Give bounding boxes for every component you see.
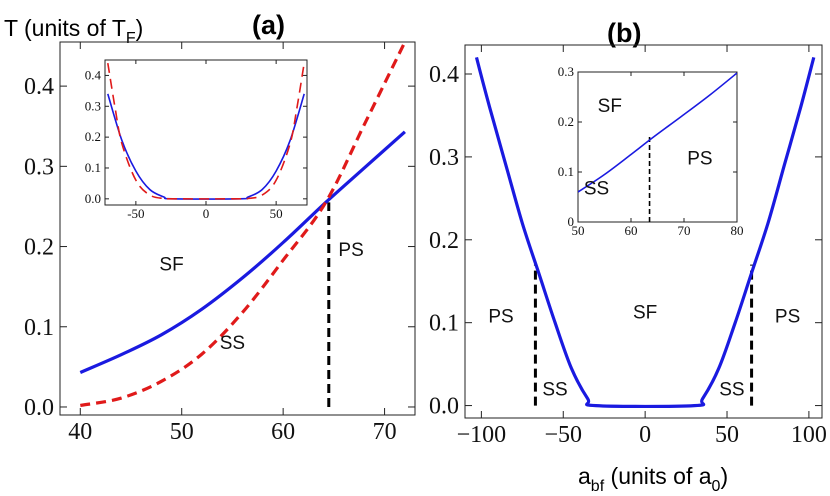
panel-a-title: (a) xyxy=(252,10,285,40)
x-axis-label-sub: bf xyxy=(591,478,605,495)
panel-a-ytick-label: 0.0 xyxy=(24,395,54,421)
panel-a: 40 50 60 70 0.0 0.1 0.2 0.3 0.4 SF SS PS -50 0 50 0.0 0.… xyxy=(24,41,416,445)
panel-a-inset-frame xyxy=(104,59,308,206)
panel-b-inset-ytick-label: 0.1 xyxy=(558,164,574,179)
panel-b-ytick-label: 0.0 xyxy=(429,394,459,420)
panel-b-inset-frame xyxy=(577,71,738,223)
y-axis-label-close: ) xyxy=(136,15,144,41)
panel-b-title: (b) xyxy=(607,18,641,48)
panel-a-ytick-label: 0.2 xyxy=(24,235,54,261)
x-axis-label-mid: (units of a xyxy=(604,463,712,489)
panel-a-inset-xtick-label: -50 xyxy=(127,206,144,221)
panel-a-xtick-label: 50 xyxy=(170,419,194,445)
panel-b-xtick-label: 100 xyxy=(791,422,827,448)
panel-a-inset-ytick-label: 0.0 xyxy=(85,191,101,206)
panel-b-inset-series-blue-solid xyxy=(578,72,737,193)
x-axis-label-close: ) xyxy=(720,463,728,489)
panel-a-inset-ytick-label: 0.3 xyxy=(85,98,101,113)
panel-b-inset-region-label: PS xyxy=(687,149,712,170)
panel-a-region-label: PS xyxy=(338,240,363,261)
x-axis-label-main: a xyxy=(578,463,591,489)
panel-b-inset-xtick-label: 70 xyxy=(678,223,691,238)
panel-b-region-label: SS xyxy=(719,380,744,401)
panel-a-frame xyxy=(59,41,416,416)
panel-b-xtick-label: −100 xyxy=(457,422,507,448)
x-axis-label-sub2: 0 xyxy=(712,478,721,495)
panel-b-ytick-label: 0.1 xyxy=(429,311,459,337)
panel-a-region-label: SS xyxy=(220,333,245,354)
panel-a-xtick-label: 40 xyxy=(68,419,92,445)
panel-b-xtick-label: 0 xyxy=(639,422,651,448)
panel-a-inset-ytick-label: 0.2 xyxy=(85,129,101,144)
panel-b-region-label: PS xyxy=(775,307,800,328)
panel-a-inset-ytick-label: 0.4 xyxy=(85,67,102,82)
panel-b-inset-ytick-label: 0 xyxy=(568,214,575,229)
panel-b-inset-xtick-label: 60 xyxy=(625,223,638,238)
panel-b-ytick-label: 0.3 xyxy=(429,145,459,171)
panel-a-ytick-label: 0.3 xyxy=(24,154,54,180)
panel-a-xtick-label: 70 xyxy=(373,419,397,445)
panel-b-inset-ytick-label: 0.3 xyxy=(558,64,574,79)
panel-a-inset-series-red-dashed xyxy=(107,62,305,200)
panel-a-region-label: SF xyxy=(159,255,183,276)
y-axis-label-sub: F xyxy=(126,30,136,47)
panel-b-inset-ytick-label: 0.2 xyxy=(558,114,574,129)
y-axis-label: T (units of TF) xyxy=(4,15,143,47)
panel-b-region-label: SS xyxy=(542,380,567,401)
panel-b-series-blue-solid xyxy=(474,56,816,409)
panel-b-inset-region-label: SS xyxy=(584,179,609,200)
y-axis-label-main: T (units of T xyxy=(4,15,126,41)
panel-b-inset-xtick-label: 80 xyxy=(731,223,744,238)
panel-b-xtick-label: −50 xyxy=(544,422,582,448)
panel-a-xtick-label: 60 xyxy=(271,419,295,445)
panel-b-inset-xtick-label: 50 xyxy=(572,223,585,238)
panel-b-xtick-label: 50 xyxy=(715,422,739,448)
panel-a-series-red-dashed xyxy=(80,42,407,407)
x-axis-label: abf (units of a0) xyxy=(578,463,728,495)
panel-b-frame xyxy=(464,44,823,419)
panel-a-ytick-label: 0.4 xyxy=(24,74,54,100)
panel-b-ytick-label: 0.4 xyxy=(429,62,459,88)
panel-a-ytick-label: 0.1 xyxy=(24,315,54,341)
panel-b-region-label: PS xyxy=(488,307,513,328)
panel-a-series-blue-solid xyxy=(79,130,406,374)
panel-b-inset-region-label: SF xyxy=(598,96,622,117)
panel-b-ytick-label: 0.2 xyxy=(429,228,459,254)
panel-a-inset-xtick-label: 50 xyxy=(270,206,283,221)
panel-b-region-label: SF xyxy=(633,303,657,324)
panel-a-inset-xtick-label: 0 xyxy=(203,206,210,221)
panel-a-inset-ytick-label: 0.1 xyxy=(85,160,101,175)
